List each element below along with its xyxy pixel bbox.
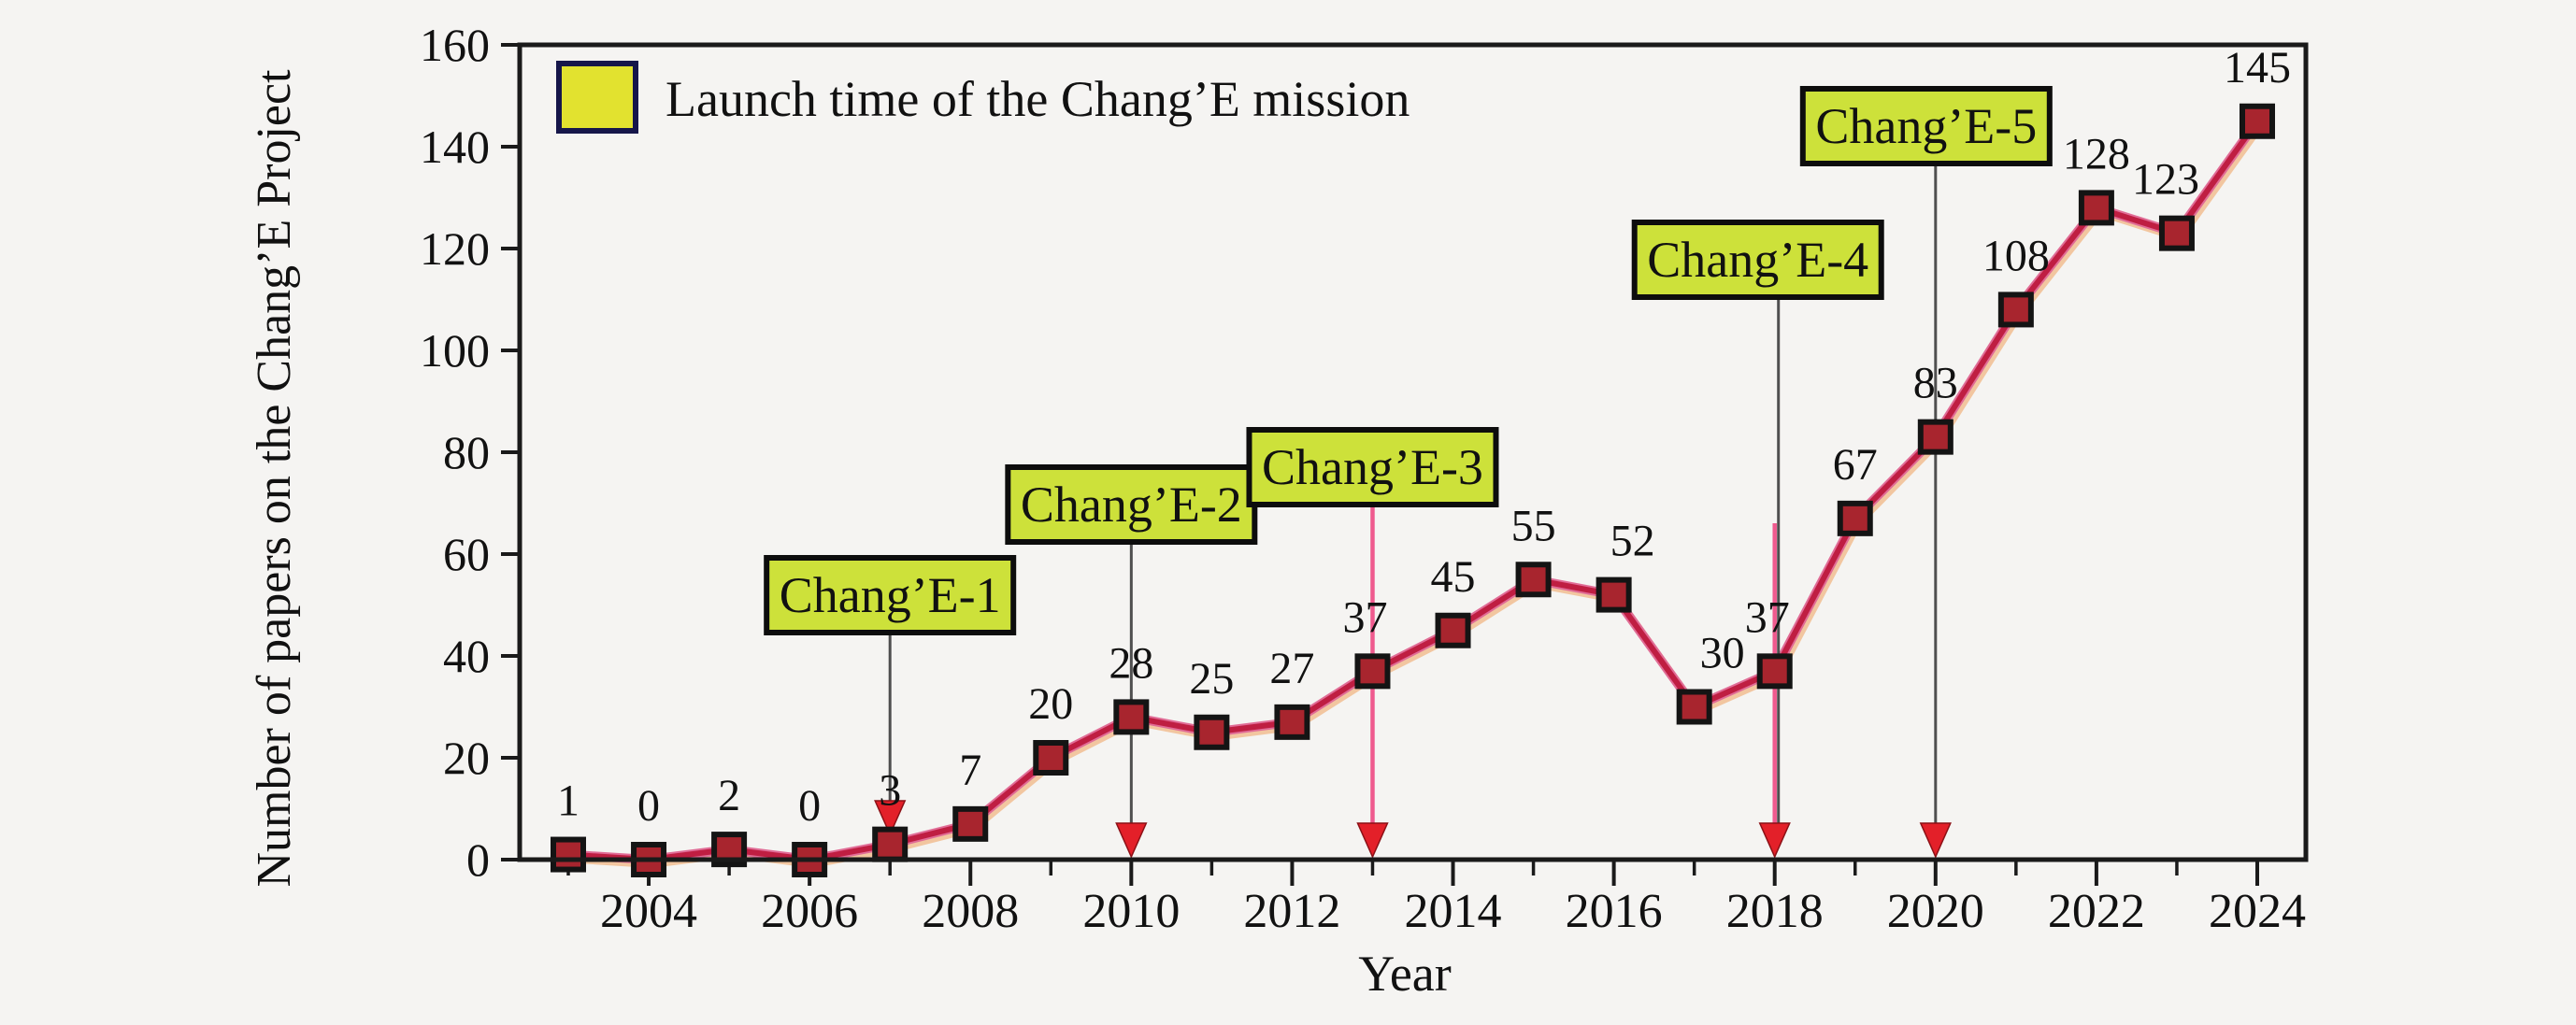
marker-2019 [1837,500,1873,536]
y-tick-label-140: 140 [420,121,490,173]
marker-2016 [1596,577,1632,613]
legend-label: Launch time of the Chang’E mission [665,71,1410,127]
x-tick-label-2020: 2020 [1887,885,1984,938]
value-label-2010: 28 [1109,638,1153,688]
y-tick-label-80: 80 [443,426,490,478]
x-tick-label-2024: 2024 [2209,885,2306,938]
value-label-2022: 128 [2063,129,2130,178]
value-label-2006: 0 [798,781,821,831]
value-label-2021: 108 [1982,231,2050,280]
marker-2011 [1194,714,1230,750]
x-tick-label-2022: 2022 [2048,885,2145,938]
x-tick-label-2004: 2004 [600,885,697,938]
value-label-2009: 20 [1028,679,1073,729]
annotation-label-2007: Chang’E-1 [780,567,1001,623]
marker-2010 [1113,699,1150,735]
value-label-2012: 27 [1269,644,1314,693]
launch-arrow-2020 [1919,822,1952,859]
marker-2015 [1515,562,1552,598]
value-label-2014: 45 [1431,552,1476,602]
value-label-2018: 37 [1745,592,1790,642]
marker-2020 [1917,419,1953,455]
legend: Launch time of the Chang’E mission [556,61,1410,134]
x-tick-label-2008: 2008 [922,885,1019,938]
launch-arrow-2007 [874,800,907,836]
launch-arrow-2018 [1758,822,1791,859]
y-axis-title: Number of papers on the Chang’E Project [248,69,301,888]
value-label-2024: 145 [2224,43,2291,93]
value-label-2019: 67 [1833,440,1878,490]
marker-2003 [551,836,586,873]
launch-arrow-2013 [1356,822,1389,859]
marker-2014 [1435,612,1471,648]
annotation-label-2010: Chang’E-2 [1021,477,1242,533]
y-tick-label-60: 60 [443,528,490,580]
y-tick-label-100: 100 [420,324,490,377]
value-label-2020: 83 [1913,359,1958,408]
annotation-label-2020: Chang’E-5 [1815,98,2037,154]
chart-generated-content: 2004 2006 2008 2010 2012 2014 2016 2018 2020 2022… [420,19,2309,938]
marker-2012 [1274,704,1310,740]
x-tick-label-2012: 2012 [1243,885,1340,938]
annotation-box-2018 [1631,220,1884,300]
annotation-box-2010 [1005,464,1258,545]
value-label-2017: 30 [1700,629,1745,678]
marker-2023 [2158,215,2195,251]
legend-swatch [556,61,638,134]
y-tick-label-0: 0 [466,833,490,886]
x-axis-title: Year [1358,946,1452,1002]
launch-arrow-2010 [1115,822,1148,859]
x-tick-label-2010: 2010 [1082,885,1180,938]
value-label-2023: 123 [2132,155,2199,205]
marker-2013 [1354,653,1391,690]
annotation-label-2018: Chang’E-4 [1647,232,1868,288]
marker-2008 [952,805,989,842]
marker-2018 [1756,653,1793,690]
x-tick-label-2016: 2016 [1566,885,1663,938]
annotation-box-2007 [764,555,1017,635]
value-label-2015: 55 [1511,501,1556,550]
value-label-2004: 0 [637,781,660,831]
value-label-2007: 3 [879,766,901,816]
x-tick-label-2014: 2014 [1405,885,1502,938]
marker-2024 [2240,103,2275,139]
annotation-label-2013: Chang’E-3 [1262,439,1483,495]
value-label-2016: 52 [1610,517,1655,566]
series-line [567,120,2260,862]
marker-2007 [872,826,909,862]
y-tick-label-160: 160 [420,19,490,71]
annotation-box-2020 [1799,86,2053,166]
marker-2022 [2078,190,2114,226]
y-tick-label-40: 40 [443,630,490,682]
marker-2021 [1997,292,2034,328]
y-tick-label-20: 20 [443,732,490,784]
value-label-2005: 2 [718,771,740,820]
marker-2009 [1033,740,1069,776]
value-label-2011: 25 [1189,654,1234,704]
marker-2017 [1676,689,1712,725]
x-tick-label-2018: 2018 [1726,885,1824,938]
annotation-box-2013 [1246,427,1499,507]
value-label-2008: 7 [959,746,981,795]
plot-frame [517,42,2309,862]
y-tick-label-120: 120 [420,222,490,275]
value-label-2003: 1 [557,776,580,826]
x-tick-label-2006: 2006 [761,885,858,938]
value-label-2013: 37 [1342,592,1387,642]
